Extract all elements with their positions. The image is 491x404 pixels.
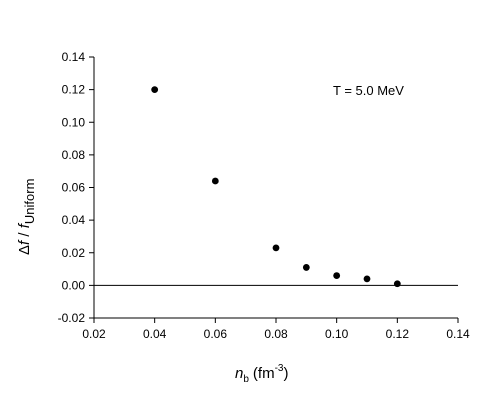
data-points xyxy=(151,86,401,288)
data-point xyxy=(393,280,401,288)
x-tick-label: 0.04 xyxy=(143,327,167,341)
x-tick-label: 0.14 xyxy=(446,327,470,341)
temperature-annotation: T = 5.0 MeV xyxy=(333,83,404,98)
x-axis-label: nb (fm-3) xyxy=(235,363,288,385)
x-tick-label: 0.08 xyxy=(264,327,288,341)
y-tick-label: 0.10 xyxy=(62,115,86,129)
y-axis-label-delta: Δ xyxy=(16,245,33,255)
y-tick-label: 0.14 xyxy=(62,50,86,64)
y-tick-label: 0.12 xyxy=(62,83,86,97)
x-axis-label-main: n xyxy=(235,365,243,382)
data-point xyxy=(211,177,219,185)
data-point xyxy=(272,244,280,252)
y-tick-label: 0.04 xyxy=(62,213,86,227)
y-axis-label-sub: Uniform xyxy=(22,179,37,225)
data-point xyxy=(363,275,371,283)
x-tick-label: 0.12 xyxy=(386,327,410,341)
data-point xyxy=(333,272,341,279)
y-axis-label-f2: f xyxy=(16,222,33,228)
y-axis-label-f1: f xyxy=(16,239,33,245)
axis-ticks: 0.02 0.04 0.06 0.08 0.10 0.12 0.14 -0.02 0.00 0.0… xyxy=(58,50,470,341)
x-axis-label-sup: -3 xyxy=(275,363,284,374)
y-tick-label: 0.08 xyxy=(62,148,86,162)
data-point xyxy=(151,86,159,94)
y-tick-label: 0.06 xyxy=(62,181,86,195)
y-tick-label: -0.02 xyxy=(58,311,86,325)
y-axis-label-slash: / xyxy=(16,228,33,241)
x-tick-label: 0.10 xyxy=(325,327,349,341)
y-axis-label: Δf / fUniform xyxy=(16,179,37,255)
x-axis-label-close: ) xyxy=(283,365,288,382)
x-axis-label-sub: b xyxy=(243,374,249,385)
y-tick-label: 0.02 xyxy=(62,246,86,260)
y-tick-label: 0.00 xyxy=(62,278,86,292)
x-tick-label: 0.06 xyxy=(204,327,228,341)
x-axis-label-unit: (fm xyxy=(253,365,275,382)
x-tick-label: 0.02 xyxy=(82,327,106,341)
data-point xyxy=(302,264,310,271)
